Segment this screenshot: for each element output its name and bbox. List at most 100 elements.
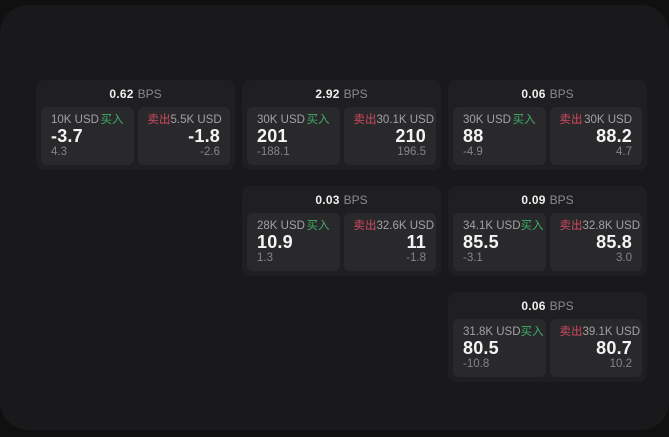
- card-body: 28K USD 买入 10.9 1.3 卖出 32.6K USD 11 -1.8: [247, 213, 436, 271]
- buy-top-row: 28K USD 买入: [257, 220, 330, 233]
- quote-card[interactable]: 0.03 BPS 28K USD 买入 10.9 1.3 卖出 32.6K US…: [242, 186, 441, 276]
- buy-size-label: 34.1K USD: [463, 220, 521, 232]
- buy-top-row: 34.1K USD 买入: [463, 220, 544, 233]
- bps-unit-label: BPS: [549, 299, 574, 313]
- buy-panel[interactable]: 30K USD 买入 201 -188.1: [247, 107, 340, 165]
- card-header: 0.06 BPS: [453, 297, 642, 315]
- buy-size-label: 30K USD: [257, 114, 305, 126]
- buy-top-row: 10K USD 买入: [51, 114, 124, 127]
- bps-value: 0.62: [109, 87, 134, 101]
- card-body: 10K USD 买入 -3.7 4.3 卖出 5.5K USD -1.8 -2.…: [41, 107, 230, 165]
- sell-top-row: 卖出 30K USD: [560, 114, 633, 127]
- sell-change: -1.8: [406, 252, 426, 264]
- card-body: 30K USD 买入 88 -4.9 卖出 30K USD 88.2 4.7: [453, 107, 642, 165]
- sell-change: 10.2: [609, 358, 632, 370]
- buy-panel[interactable]: 28K USD 买入 10.9 1.3: [247, 213, 340, 271]
- card-body: 30K USD 买入 201 -188.1 卖出 30.1K USD 210 1…: [247, 107, 436, 165]
- buy-price: 88: [463, 126, 484, 146]
- quote-card[interactable]: 0.06 BPS 31.8K USD 买入 80.5 -10.8 卖出 39.1…: [448, 292, 647, 382]
- buy-tag: 买入: [512, 114, 536, 126]
- card-header: 2.92 BPS: [247, 85, 436, 103]
- sell-price: 85.8: [596, 232, 632, 252]
- buy-size-label: 31.8K USD: [463, 326, 521, 338]
- bps-unit-label: BPS: [549, 87, 574, 101]
- sell-tag: 卖出: [559, 220, 583, 232]
- bps-unit-label: BPS: [343, 87, 368, 101]
- sell-panel[interactable]: 卖出 30K USD 88.2 4.7: [549, 107, 642, 165]
- buy-size-label: 30K USD: [463, 114, 511, 126]
- sell-size-label: 5.5K USD: [170, 114, 222, 126]
- buy-panel[interactable]: 30K USD 买入 88 -4.9: [453, 107, 546, 165]
- bps-value: 0.09: [521, 193, 546, 207]
- buy-change: -188.1: [257, 146, 290, 158]
- sell-price: 80.7: [596, 338, 632, 358]
- buy-price: 10.9: [257, 232, 293, 252]
- buy-change: -4.9: [463, 146, 483, 158]
- buy-change: -3.1: [463, 252, 483, 264]
- quote-cards-grid: 0.62 BPS 10K USD 买入 -3.7 4.3 卖出 5.5K USD…: [36, 80, 647, 382]
- bps-unit-label: BPS: [137, 87, 162, 101]
- sell-top-row: 卖出 39.1K USD: [559, 326, 641, 339]
- buy-price: -3.7: [51, 126, 83, 146]
- sell-tag: 卖出: [353, 220, 377, 232]
- quote-card[interactable]: 2.92 BPS 30K USD 买入 201 -188.1 卖出 30.1K …: [242, 80, 441, 170]
- buy-tag: 买入: [100, 114, 124, 126]
- sell-price: 11: [406, 232, 426, 252]
- sell-tag: 卖出: [353, 114, 377, 126]
- sell-tag: 卖出: [559, 114, 583, 126]
- buy-tag: 买入: [306, 114, 330, 126]
- sell-tag: 卖出: [559, 326, 583, 338]
- buy-tag: 买入: [520, 220, 544, 232]
- sell-price: -1.8: [188, 126, 220, 146]
- sell-top-row: 卖出 32.8K USD: [559, 220, 641, 233]
- buy-top-row: 30K USD 买入: [463, 114, 536, 127]
- sell-top-row: 卖出 5.5K USD: [147, 114, 222, 127]
- sell-panel[interactable]: 卖出 5.5K USD -1.8 -2.6: [137, 107, 230, 165]
- sell-price: 210: [395, 126, 426, 146]
- buy-tag: 买入: [520, 326, 544, 338]
- sell-panel[interactable]: 卖出 32.6K USD 11 -1.8: [343, 213, 436, 271]
- buy-price: 80.5: [463, 338, 499, 358]
- sell-tag: 卖出: [147, 114, 171, 126]
- buy-tag: 买入: [306, 220, 330, 232]
- quote-card[interactable]: 0.06 BPS 30K USD 买入 88 -4.9 卖出 30K USD 8…: [448, 80, 647, 170]
- buy-panel[interactable]: 31.8K USD 买入 80.5 -10.8: [453, 319, 546, 377]
- buy-price: 201: [257, 126, 288, 146]
- buy-price: 85.5: [463, 232, 499, 252]
- sell-panel[interactable]: 卖出 39.1K USD 80.7 10.2: [549, 319, 642, 377]
- sell-size-label: 30.1K USD: [376, 114, 435, 126]
- bps-value: 2.92: [315, 87, 340, 101]
- sell-panel[interactable]: 卖出 30.1K USD 210 196.5: [343, 107, 436, 165]
- bps-value: 0.03: [315, 193, 340, 207]
- buy-panel[interactable]: 10K USD 买入 -3.7 4.3: [41, 107, 134, 165]
- quote-card[interactable]: 0.62 BPS 10K USD 买入 -3.7 4.3 卖出 5.5K USD…: [36, 80, 235, 170]
- sell-change: 4.7: [616, 146, 632, 158]
- sell-change: 3.0: [616, 252, 632, 264]
- sell-size-label: 32.8K USD: [582, 220, 641, 232]
- sell-change: -2.6: [200, 146, 220, 158]
- sell-size-label: 32.6K USD: [376, 220, 435, 232]
- card-header: 0.06 BPS: [453, 85, 642, 103]
- sell-price: 88.2: [596, 126, 632, 146]
- card-header: 0.03 BPS: [247, 191, 436, 209]
- card-header: 0.09 BPS: [453, 191, 642, 209]
- sell-top-row: 卖出 30.1K USD: [353, 114, 435, 127]
- buy-size-label: 28K USD: [257, 220, 305, 232]
- bps-unit-label: BPS: [343, 193, 368, 207]
- sell-panel[interactable]: 卖出 32.8K USD 85.8 3.0: [549, 213, 642, 271]
- buy-change: 4.3: [51, 146, 67, 158]
- buy-top-row: 31.8K USD 买入: [463, 326, 544, 339]
- card-body: 31.8K USD 买入 80.5 -10.8 卖出 39.1K USD 80.…: [453, 319, 642, 377]
- buy-size-label: 10K USD: [51, 114, 99, 126]
- buy-change: -10.8: [463, 358, 490, 370]
- bps-unit-label: BPS: [549, 193, 574, 207]
- card-header: 0.62 BPS: [41, 85, 230, 103]
- buy-panel[interactable]: 34.1K USD 买入 85.5 -3.1: [453, 213, 546, 271]
- sell-change: 196.5: [397, 146, 426, 158]
- sell-size-label: 30K USD: [584, 114, 632, 126]
- quote-card[interactable]: 0.09 BPS 34.1K USD 买入 85.5 -3.1 卖出 32.8K…: [448, 186, 647, 276]
- card-body: 34.1K USD 买入 85.5 -3.1 卖出 32.8K USD 85.8…: [453, 213, 642, 271]
- bps-value: 0.06: [521, 299, 546, 313]
- bps-value: 0.06: [521, 87, 546, 101]
